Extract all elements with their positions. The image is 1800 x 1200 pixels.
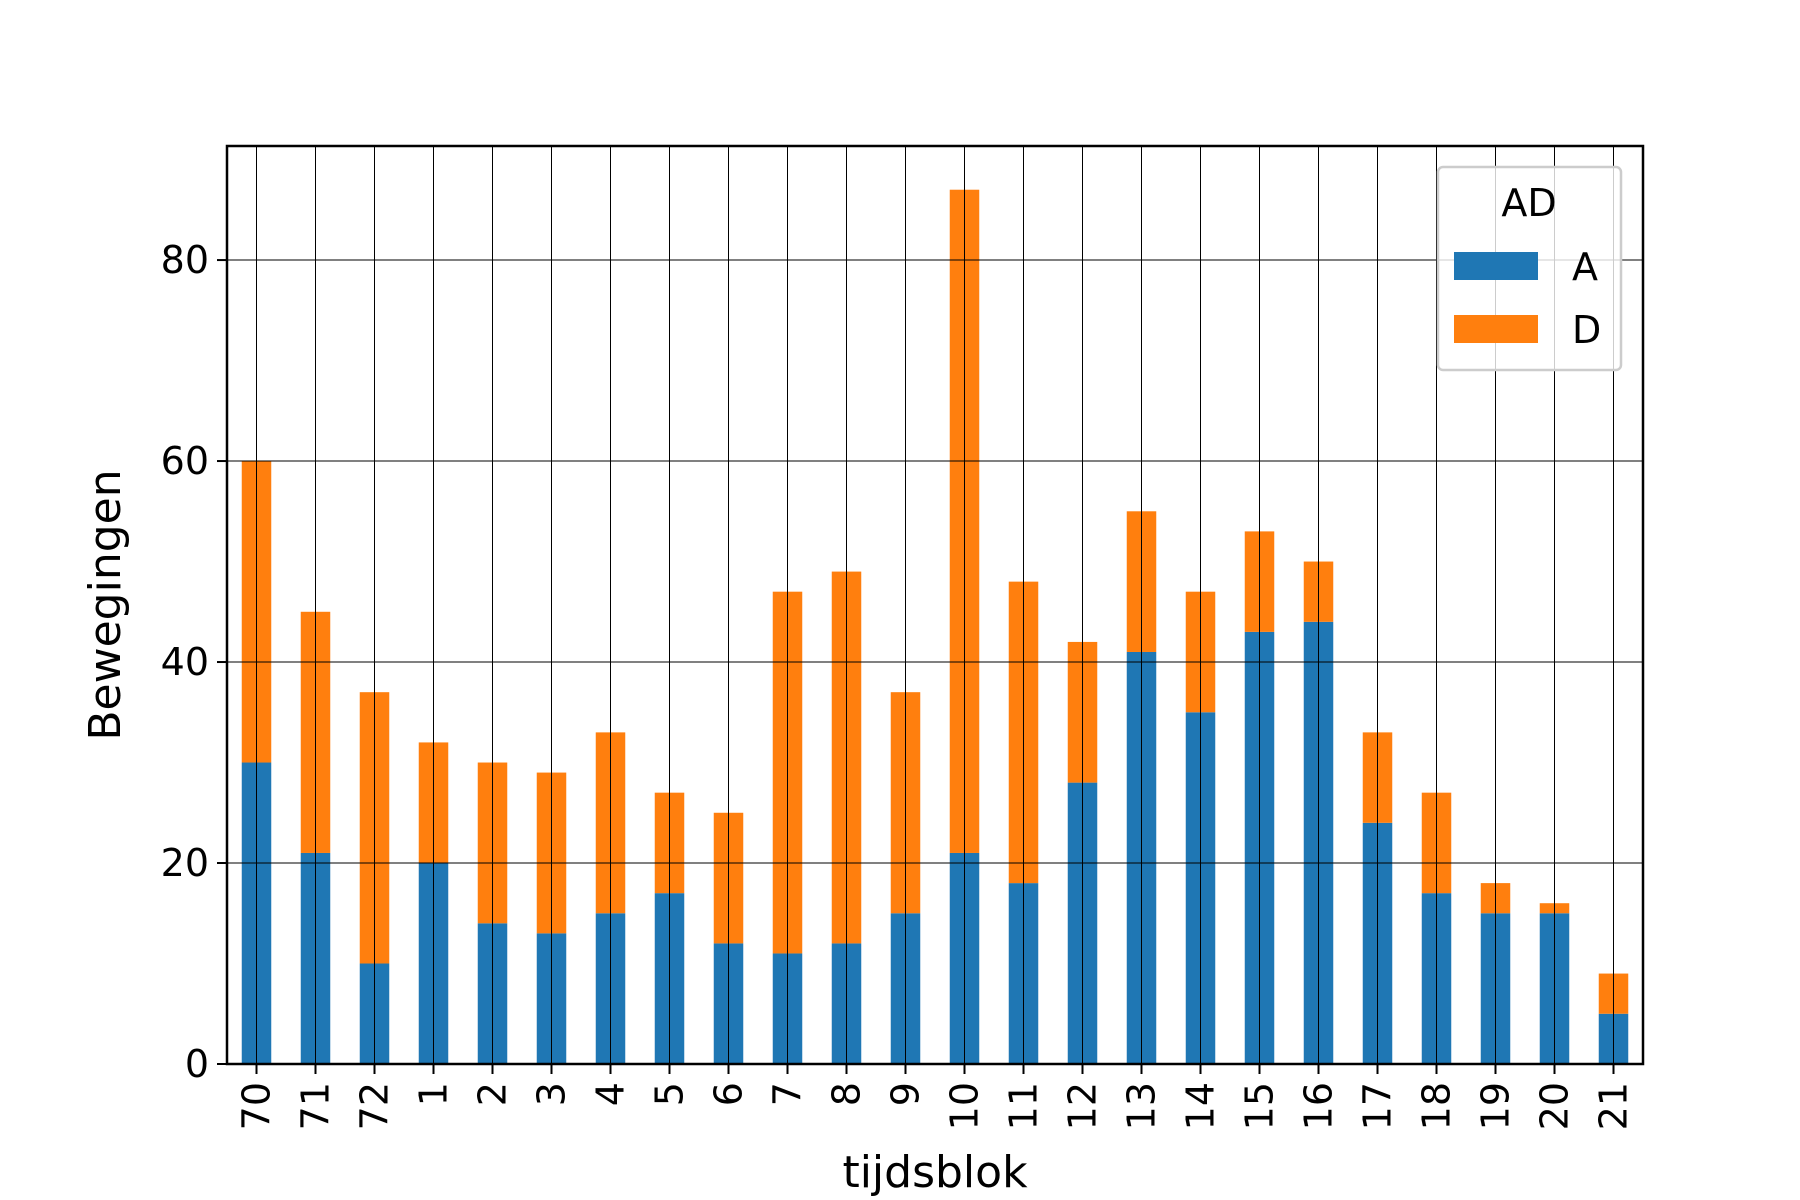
x-tick-label-72: 72 — [353, 1082, 397, 1130]
x-tick-label-1: 1 — [412, 1082, 456, 1106]
legend-swatch-d — [1454, 315, 1538, 343]
x-tick-label-2: 2 — [471, 1082, 515, 1106]
x-axis-ticks: 70 71 72 1 2 3 4 5 6 7 8 9 10 11 12 13 14 15 16 17 18 19 20 21 — [235, 1064, 1636, 1130]
x-tick-label-3: 3 — [530, 1082, 574, 1106]
legend-title: AD — [1501, 181, 1556, 225]
x-tick-label-6: 6 — [707, 1082, 751, 1106]
x-tick-label-7: 7 — [766, 1082, 810, 1106]
x-tick-label-12: 12 — [1061, 1082, 1105, 1130]
y-axis-title: Bewegingen — [80, 469, 131, 740]
y-tick-label-60: 60 — [161, 439, 209, 483]
x-tick-label-9: 9 — [884, 1082, 928, 1106]
y-axis-ticks: 0 20 40 60 80 — [161, 238, 227, 1086]
x-tick-label-13: 13 — [1120, 1082, 1164, 1130]
x-tick-label-71: 71 — [294, 1082, 338, 1130]
y-tick-label-80: 80 — [161, 238, 209, 282]
y-tick-label-40: 40 — [161, 640, 209, 684]
x-tick-label-11: 11 — [1002, 1082, 1046, 1130]
plot-frame — [225, 144, 1645, 1066]
legend-label-a: A — [1572, 245, 1598, 289]
x-axis-title: tijdsblok — [842, 1147, 1028, 1198]
legend-label-d: D — [1572, 308, 1601, 352]
x-tick-label-18: 18 — [1415, 1082, 1459, 1130]
x-tick-label-8: 8 — [825, 1082, 869, 1106]
x-tick-label-20: 20 — [1533, 1082, 1577, 1130]
x-tick-label-4: 4 — [589, 1082, 633, 1106]
x-tick-label-15: 15 — [1238, 1082, 1282, 1130]
x-tick-label-16: 16 — [1297, 1082, 1341, 1130]
legend-swatch-a — [1454, 252, 1538, 280]
x-tick-label-10: 10 — [943, 1082, 987, 1130]
y-tick-label-0: 0 — [185, 1042, 209, 1086]
x-tick-label-17: 17 — [1356, 1082, 1400, 1130]
x-tick-label-14: 14 — [1179, 1082, 1223, 1130]
x-tick-label-5: 5 — [648, 1082, 692, 1106]
x-tick-label-19: 19 — [1474, 1082, 1518, 1130]
y-tick-label-20: 20 — [161, 841, 209, 885]
x-tick-label-21: 21 — [1592, 1082, 1636, 1130]
legend: AD A D — [1436, 165, 1623, 372]
x-tick-label-70: 70 — [235, 1082, 279, 1130]
